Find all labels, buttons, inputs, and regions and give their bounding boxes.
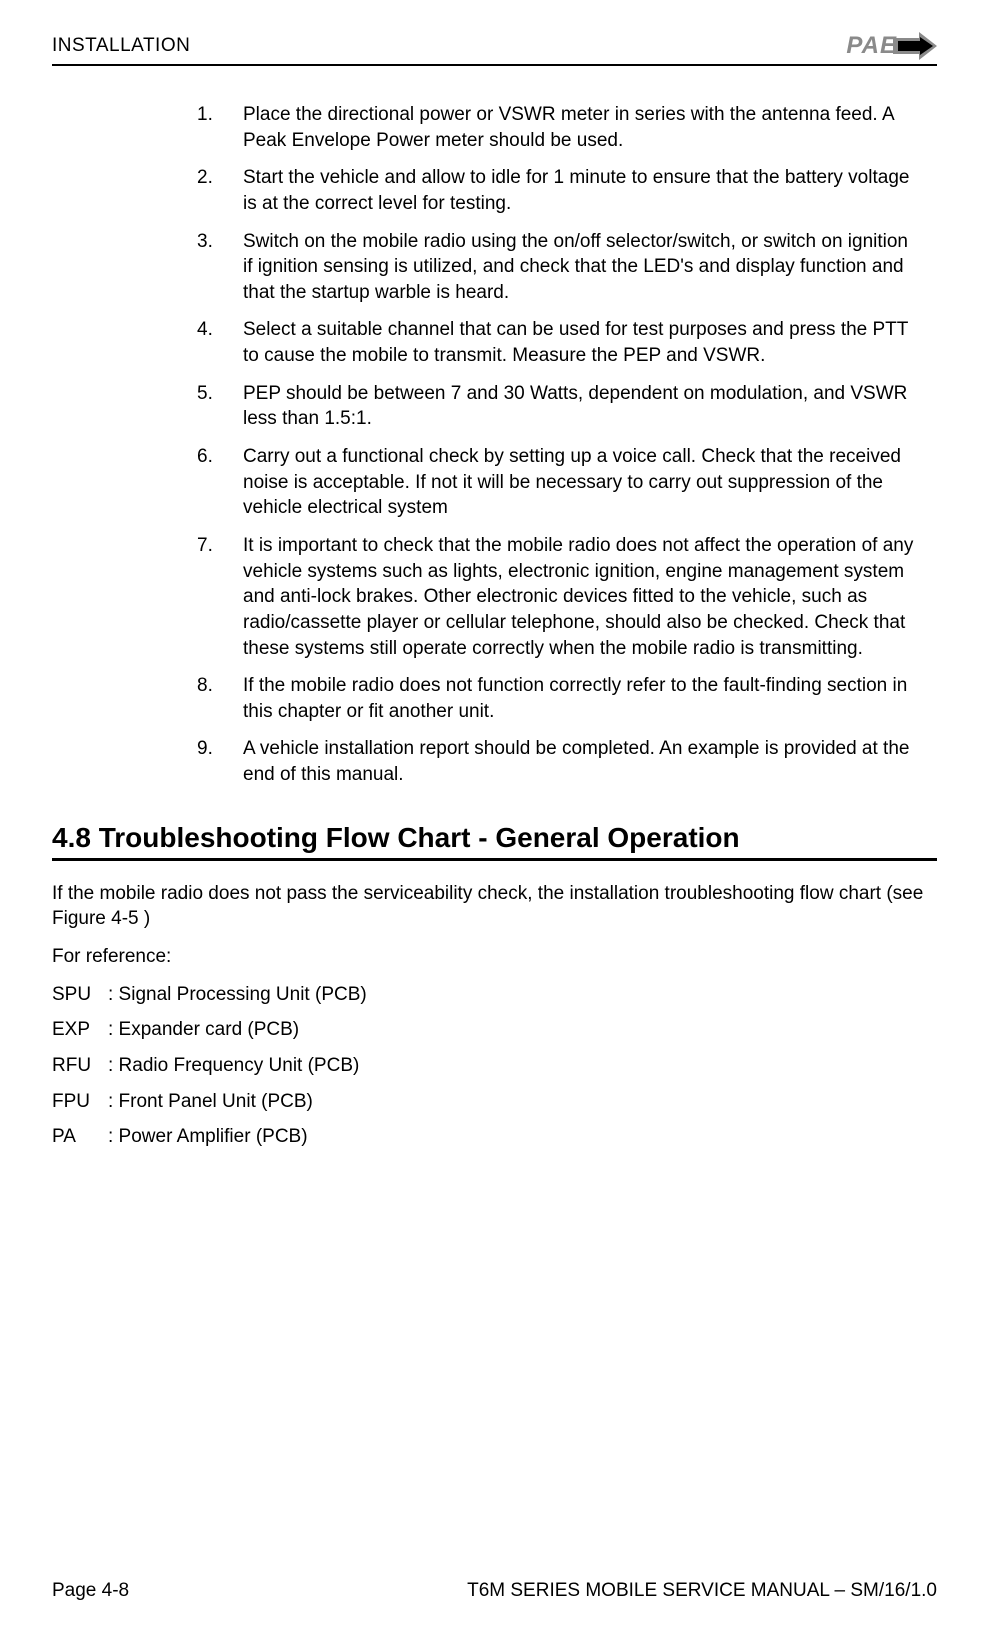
list-item-text: A vehicle installation report should be … [243,736,917,787]
list-item: 6. Carry out a functional check by setti… [197,444,917,521]
header-title: INSTALLATION [52,35,190,57]
ordered-list: 1. Place the directional power or VSWR m… [197,102,917,788]
list-item-number: 1. [197,102,243,153]
list-item-number: 4. [197,317,243,368]
logo: PAE [846,32,937,60]
reference-abbr: FPU [52,1089,108,1115]
list-item-number: 6. [197,444,243,521]
reference-abbr: RFU [52,1053,108,1079]
reference-item: EXP : Expander card (PCB) [52,1017,937,1043]
list-item-text: It is important to check that the mobile… [243,533,917,661]
reference-item: RFU : Radio Frequency Unit (PCB) [52,1053,937,1079]
footer-left: Page 4-8 [52,1580,129,1602]
list-item-text: PEP should be between 7 and 30 Watts, de… [243,381,917,432]
reference-abbr: PA [52,1124,108,1150]
list-item: 4. Select a suitable channel that can be… [197,317,917,368]
reference-def: : Radio Frequency Unit (PCB) [108,1053,359,1079]
footer-right: T6M SERIES MOBILE SERVICE MANUAL – SM/16… [467,1580,937,1602]
page-header: INSTALLATION PAE [52,32,937,66]
list-item: 2. Start the vehicle and allow to idle f… [197,165,917,216]
list-item-number: 9. [197,736,243,787]
reference-abbr: EXP [52,1017,108,1043]
list-item-text: Carry out a functional check by setting … [243,444,917,521]
list-item-text: Place the directional power or VSWR mete… [243,102,917,153]
reference-def: : Expander card (PCB) [108,1017,299,1043]
reference-def: : Front Panel Unit (PCB) [108,1089,313,1115]
list-item-number: 2. [197,165,243,216]
list-item: 7. It is important to check that the mob… [197,533,917,661]
logo-text: PAE [846,32,897,60]
page-footer: Page 4-8 T6M SERIES MOBILE SERVICE MANUA… [52,1580,937,1602]
list-item-number: 3. [197,229,243,306]
list-item-text: Switch on the mobile radio using the on/… [243,229,917,306]
list-item-text: Select a suitable channel that can be us… [243,317,917,368]
list-item-text: If the mobile radio does not function co… [243,673,917,724]
list-item: 1. Place the directional power or VSWR m… [197,102,917,153]
reference-item: PA : Power Amplifier (PCB) [52,1124,937,1150]
reference-abbr: SPU [52,982,108,1008]
list-item: 8. If the mobile radio does not function… [197,673,917,724]
reference-label: For reference: [52,944,937,970]
list-item-number: 7. [197,533,243,661]
reference-item: SPU : Signal Processing Unit (PCB) [52,982,937,1008]
logo-arrow-icon [893,32,937,60]
reference-def: : Power Amplifier (PCB) [108,1124,308,1150]
reference-def: : Signal Processing Unit (PCB) [108,982,367,1008]
reference-list: SPU : Signal Processing Unit (PCB) EXP :… [52,982,937,1150]
list-item-number: 8. [197,673,243,724]
section-rule [52,858,937,861]
list-item-number: 5. [197,381,243,432]
list-item: 5. PEP should be between 7 and 30 Watts,… [197,381,917,432]
list-item: 3. Switch on the mobile radio using the … [197,229,917,306]
list-item-text: Start the vehicle and allow to idle for … [243,165,917,216]
reference-item: FPU : Front Panel Unit (PCB) [52,1089,937,1115]
section-heading: 4.8 Troubleshooting Flow Chart - General… [52,822,937,854]
list-item: 9. A vehicle installation report should … [197,736,917,787]
section-intro: If the mobile radio does not pass the se… [52,881,937,932]
